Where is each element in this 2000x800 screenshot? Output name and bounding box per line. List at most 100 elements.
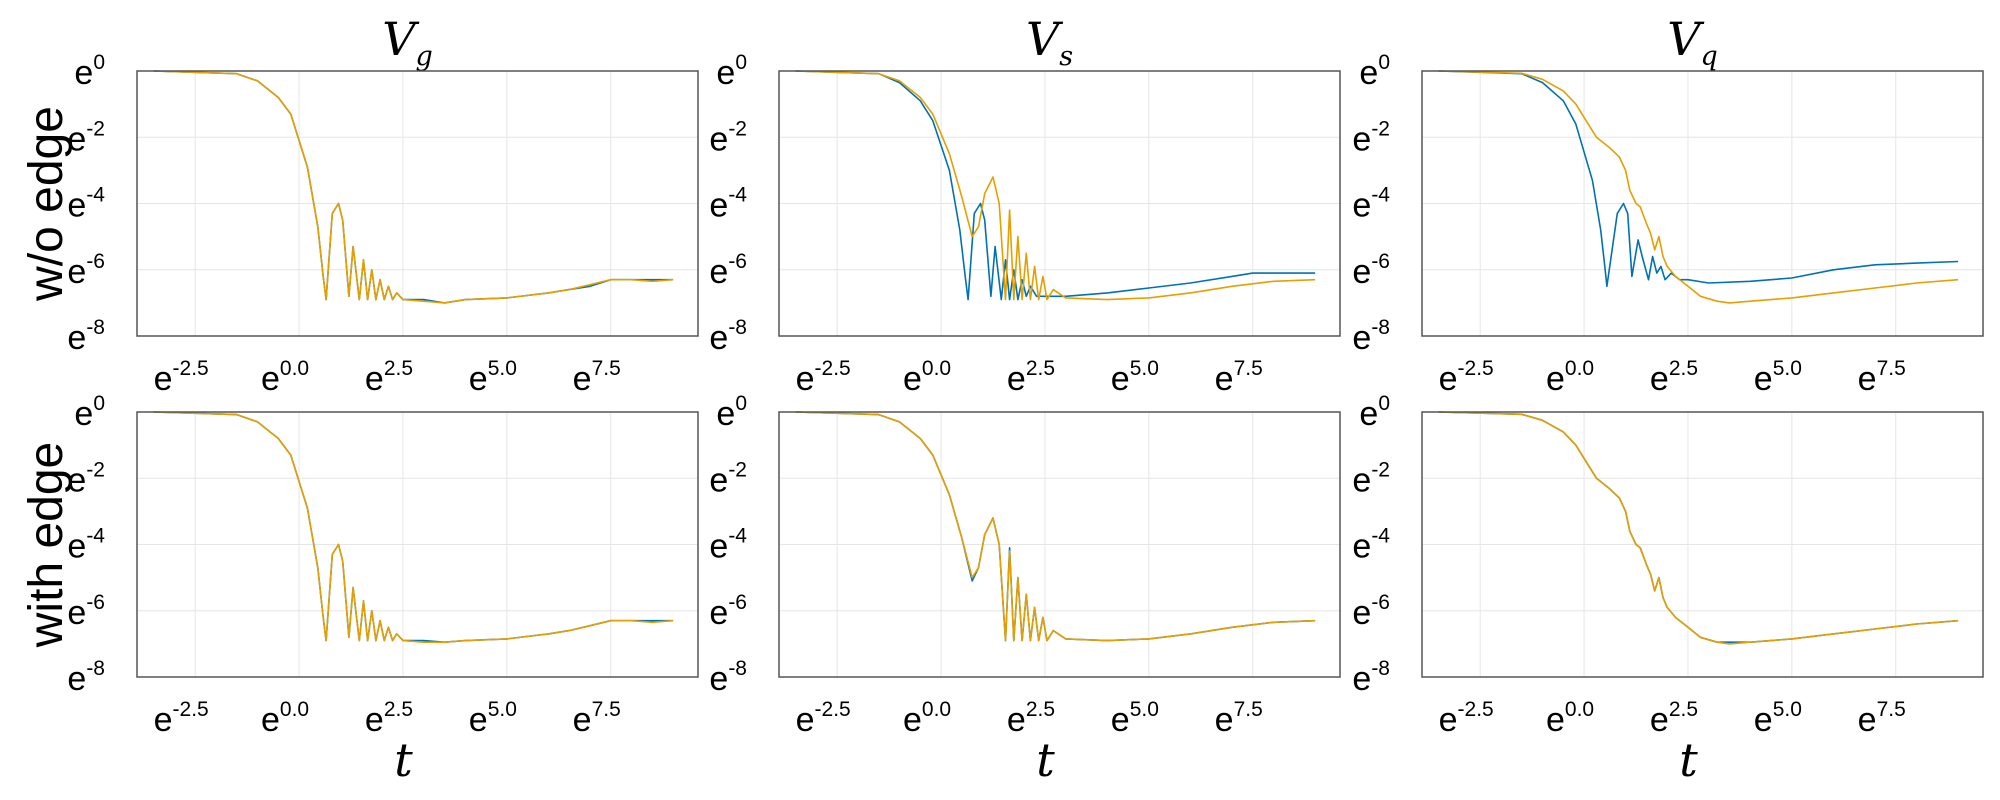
tick-base: e <box>709 120 728 158</box>
tick-exponent: 2.5 <box>1669 698 1698 721</box>
tick-exponent: 5.0 <box>488 357 517 380</box>
y-tick-label: e-4 <box>67 184 105 225</box>
y-tick-label: e-6 <box>67 250 105 291</box>
column-title-subscript: s <box>1059 41 1073 72</box>
tick-base: e <box>67 120 86 158</box>
tick-exponent: -2.5 <box>173 698 209 721</box>
tick-base: e <box>796 360 815 398</box>
tick-base: e <box>469 701 488 739</box>
tick-exponent: 0.0 <box>280 698 309 721</box>
x-tick-label: e-2.5 <box>154 357 209 398</box>
x-tick-label: e0.0 <box>903 357 951 398</box>
tick-exponent: -4 <box>86 525 105 548</box>
x-tick-label: e0.0 <box>261 698 309 739</box>
tick-exponent: -8 <box>1371 316 1390 339</box>
tick-base: e <box>1215 360 1234 398</box>
tick-exponent: 0.0 <box>1565 357 1594 380</box>
tick-base: e <box>903 701 922 739</box>
tick-base: e <box>709 187 728 225</box>
tick-exponent: 5.0 <box>1773 698 1802 721</box>
tick-base: e <box>1352 528 1371 566</box>
tick-base: e <box>716 395 735 433</box>
x-tick-label: e-2.5 <box>154 698 209 739</box>
column-title-base: V <box>1667 12 1705 66</box>
tick-base: e <box>1111 701 1130 739</box>
x-tick-label: e7.5 <box>1858 357 1906 398</box>
tick-exponent: -6 <box>86 591 105 614</box>
plot-frame <box>778 411 1341 678</box>
x-tick-label: e2.5 <box>1650 357 1698 398</box>
tick-base: e <box>1215 701 1234 739</box>
tick-base: e <box>1650 701 1669 739</box>
tick-exponent: -2 <box>728 458 747 481</box>
y-tick-label: e-4 <box>67 525 105 566</box>
tick-exponent: -6 <box>728 250 747 273</box>
x-tick-label: e0.0 <box>261 357 309 398</box>
y-tick-label: e-4 <box>1352 525 1390 566</box>
tick-base: e <box>1352 594 1371 632</box>
y-tick-label: e-2 <box>67 117 105 158</box>
series-line-2 <box>795 411 1316 642</box>
tick-exponent: 7.5 <box>1234 698 1263 721</box>
tick-base: e <box>469 360 488 398</box>
row-label-1: with edge <box>20 442 73 648</box>
x-tick-label: e5.0 <box>1754 357 1802 398</box>
tick-base: e <box>716 54 735 92</box>
tick-base: e <box>261 701 280 739</box>
series-line-2 <box>1438 70 1959 304</box>
tick-base: e <box>154 701 173 739</box>
tick-exponent: -8 <box>728 657 747 680</box>
tick-exponent: -6 <box>1371 591 1390 614</box>
tick-base: e <box>709 528 728 566</box>
tick-base: e <box>1546 360 1565 398</box>
tick-exponent: 5.0 <box>1130 698 1159 721</box>
y-tick-label: e-8 <box>709 657 747 698</box>
y-tick-label: e-2 <box>709 458 747 499</box>
y-tick-label: e-2 <box>709 117 747 158</box>
row-label-group-0: w/o edge <box>20 106 73 302</box>
x-axis-label: t <box>1036 733 1055 787</box>
series-line-1 <box>1438 411 1959 643</box>
tick-exponent: -2 <box>86 117 105 140</box>
tick-exponent: -4 <box>728 184 747 207</box>
tick-exponent: 2.5 <box>1026 698 1055 721</box>
y-tick-label: e-8 <box>67 316 105 357</box>
tick-base: e <box>67 253 86 291</box>
x-tick-label: e5.0 <box>469 698 517 739</box>
x-tick-label: e2.5 <box>1650 698 1698 739</box>
tick-base: e <box>67 528 86 566</box>
tick-exponent: 2.5 <box>1026 357 1055 380</box>
tick-exponent: -6 <box>728 591 747 614</box>
tick-base: e <box>365 701 384 739</box>
tick-exponent: 0.0 <box>922 357 951 380</box>
tick-base: e <box>1007 701 1026 739</box>
tick-exponent: 5.0 <box>1773 357 1802 380</box>
series-line-2 <box>153 411 674 643</box>
tick-exponent: -4 <box>1371 525 1390 548</box>
column-title-subscript: g <box>415 41 432 72</box>
column-title-base: V <box>382 12 420 66</box>
tick-exponent: -8 <box>86 316 105 339</box>
x-tick-label: e0.0 <box>903 698 951 739</box>
tick-exponent: -8 <box>86 657 105 680</box>
series-line-2 <box>153 70 674 304</box>
tick-exponent: 0 <box>735 51 747 74</box>
x-tick-label: e-2.5 <box>1439 698 1494 739</box>
tick-base: e <box>74 395 93 433</box>
tick-base: e <box>903 360 922 398</box>
tick-base: e <box>1858 701 1877 739</box>
tick-base: e <box>1352 461 1371 499</box>
tick-base: e <box>709 253 728 291</box>
x-tick-label: e5.0 <box>1111 357 1159 398</box>
tick-base: e <box>709 461 728 499</box>
y-tick-label: e-4 <box>709 184 747 225</box>
x-tick-label: e-2.5 <box>1439 357 1494 398</box>
x-tick-label: e0.0 <box>1546 698 1594 739</box>
tick-exponent: 7.5 <box>592 698 621 721</box>
y-tick-label: e-6 <box>67 591 105 632</box>
tick-exponent: -2 <box>86 458 105 481</box>
row-label-group-1: with edge <box>20 442 73 648</box>
